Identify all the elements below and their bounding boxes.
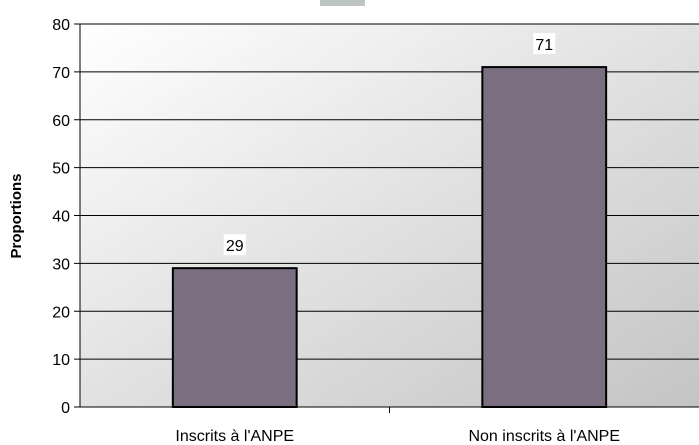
bar-1	[171, 267, 298, 408]
title-remnant-shape	[320, 0, 365, 6]
y-tick-label: 50	[52, 161, 70, 178]
data-label: 71	[535, 37, 553, 54]
y-axis-title: Proportions	[8, 174, 25, 259]
data-labels: 29 71	[223, 33, 556, 256]
data-label-bg	[533, 33, 556, 55]
bars	[171, 66, 608, 409]
y-tick-label: 70	[52, 65, 70, 82]
data-label: 29	[226, 238, 244, 255]
y-tick-labels: 0 10 20 30 40 50 60 70 80	[52, 17, 70, 417]
x-tick-label: Non inscrits à l'ANPE	[468, 428, 620, 445]
x-tick-label: Inscrits à l'ANPE	[175, 428, 294, 445]
bar-2	[481, 66, 608, 409]
x-tick-labels: Inscrits à l'ANPE Non inscrits à l'ANPE	[175, 428, 620, 445]
y-tick-label: 60	[52, 113, 70, 130]
data-label-bg	[223, 234, 246, 256]
y-tick-label: 10	[52, 352, 70, 369]
y-tick-label: 20	[52, 304, 70, 321]
y-tick-label: 80	[52, 17, 70, 34]
y-tick-label: 40	[52, 209, 70, 226]
y-tick-label: 30	[52, 256, 70, 273]
y-tick-label: 0	[61, 400, 70, 417]
